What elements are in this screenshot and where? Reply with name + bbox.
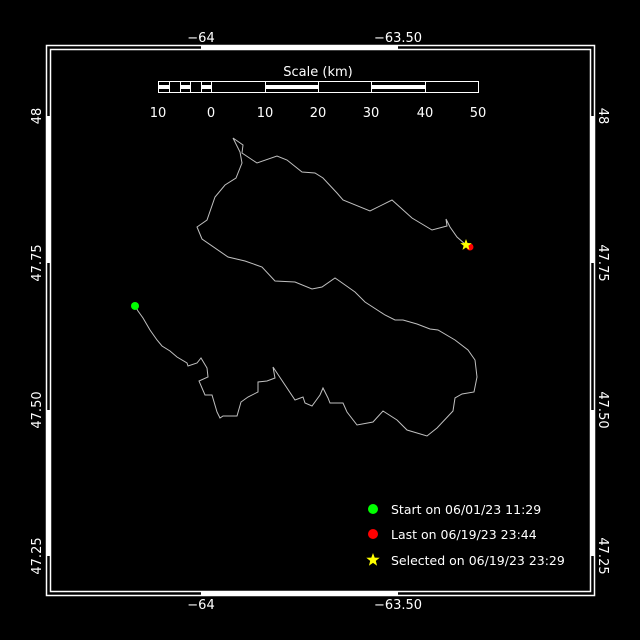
frame-bar-left-2 — [46, 410, 51, 556]
legend-selected-star-icon — [366, 553, 380, 566]
legend-last-icon — [368, 529, 378, 539]
frame-bar-right-2 — [590, 410, 595, 556]
scale-label: 10 — [257, 106, 274, 121]
legend-last-label: Last on 06/19/23 23:44 — [391, 527, 537, 542]
frame-ticks — [46, 45, 595, 596]
lat-label-right: 47.75 — [595, 244, 610, 281]
scale-label: 50 — [470, 106, 487, 121]
lon-label-top: −63.50 — [374, 31, 422, 46]
start-position-marker — [131, 301, 140, 310]
scale-label: 30 — [363, 106, 380, 121]
scale-label: 40 — [417, 106, 434, 121]
lat-label-left: 47.75 — [30, 244, 45, 281]
lat-label-right: 47.25 — [595, 537, 610, 574]
scale-title: Scale (km) — [283, 65, 352, 80]
frame-bar-right-1 — [590, 116, 595, 263]
legend-start-icon — [368, 504, 378, 514]
legend: Start on 06/01/23 11:29 Last on 06/19/23… — [366, 502, 565, 568]
lat-label-left: 47.50 — [30, 391, 45, 428]
lon-label-bottom: −63.50 — [374, 598, 422, 613]
legend-start-label: Start on 06/01/23 11:29 — [391, 502, 541, 517]
lat-label-left: 47.25 — [30, 537, 45, 574]
scale-label: 0 — [207, 106, 215, 121]
lon-label-top: −64 — [187, 31, 214, 46]
lon-label-bottom: −64 — [187, 598, 214, 613]
lat-label-right: 48 — [595, 108, 610, 125]
lat-label-left: 48 — [30, 108, 45, 125]
frame-bar-bottom — [201, 591, 398, 596]
scale-label: 20 — [310, 106, 327, 121]
drifter-track — [134, 137, 478, 437]
frame-bar-left-1 — [46, 116, 51, 263]
selected-position-star-icon[interactable] — [460, 239, 472, 250]
lat-label-right: 47.50 — [595, 391, 610, 428]
scale-label: 10 — [150, 106, 167, 121]
frame-bar-top — [201, 45, 398, 50]
legend-selected-label: Selected on 06/19/23 23:29 — [391, 553, 565, 568]
scale-bar: Scale (km) 10 0 10 20 30 40 50 — [150, 65, 487, 121]
